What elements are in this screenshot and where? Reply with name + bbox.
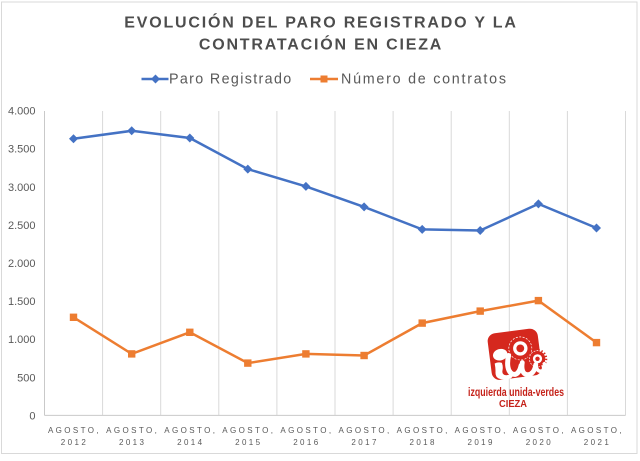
- svg-text:AGOSTO,: AGOSTO,: [455, 426, 508, 435]
- svg-text:AGOSTO,: AGOSTO,: [48, 426, 101, 435]
- svg-text:2015: 2015: [235, 438, 262, 447]
- svg-text:EVOLUCIÓN DEL PARO REGISTRADO: EVOLUCIÓN DEL PARO REGISTRADO Y LA: [124, 13, 517, 32]
- svg-text:1.000: 1.000: [8, 334, 36, 346]
- svg-text:AGOSTO,: AGOSTO,: [222, 426, 275, 435]
- svg-text:AGOSTO,: AGOSTO,: [106, 426, 159, 435]
- svg-text:AGOSTO,: AGOSTO,: [339, 426, 392, 435]
- svg-text:2020: 2020: [526, 438, 553, 447]
- svg-text:1.500: 1.500: [8, 296, 36, 308]
- svg-text:2.000: 2.000: [8, 258, 36, 270]
- svg-text:2013: 2013: [119, 438, 146, 447]
- svg-text:0: 0: [29, 410, 35, 422]
- svg-text:2017: 2017: [351, 438, 378, 447]
- svg-text:AGOSTO,: AGOSTO,: [164, 426, 217, 435]
- svg-text:3.000: 3.000: [8, 182, 36, 194]
- svg-text:CONTRATACIÓN EN CIEZA: CONTRATACIÓN EN CIEZA: [199, 35, 443, 54]
- svg-text:2014: 2014: [177, 438, 204, 447]
- svg-text:AGOSTO,: AGOSTO,: [397, 426, 450, 435]
- svg-text:2021: 2021: [584, 438, 611, 447]
- svg-text:3.500: 3.500: [8, 144, 36, 156]
- svg-text:2012: 2012: [61, 438, 88, 447]
- svg-text:AGOSTO,: AGOSTO,: [571, 426, 624, 435]
- svg-text:2019: 2019: [467, 438, 494, 447]
- svg-text:2018: 2018: [409, 438, 436, 447]
- svg-text:4.000: 4.000: [8, 106, 36, 118]
- svg-text:500: 500: [17, 372, 35, 384]
- svg-text:Número de contratos: Número de contratos: [341, 72, 508, 88]
- svg-text:AGOSTO,: AGOSTO,: [513, 426, 566, 435]
- svg-text:2016: 2016: [293, 438, 320, 447]
- svg-text:izquierda unida-verdes: izquierda unida-verdes: [468, 385, 564, 399]
- svg-text:2.500: 2.500: [8, 220, 36, 232]
- svg-text:Paro Registrado: Paro Registrado: [169, 72, 293, 88]
- svg-text:AGOSTO,: AGOSTO,: [280, 426, 333, 435]
- svg-text:CIEZA: CIEZA: [499, 399, 527, 410]
